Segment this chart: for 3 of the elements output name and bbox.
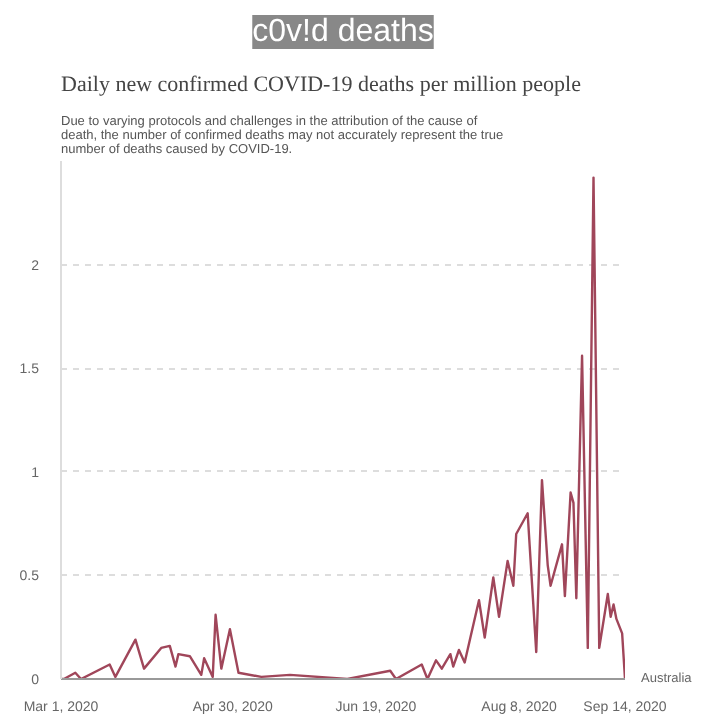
text: c0v!d deaths — [252, 15, 434, 49]
chart-title: Daily new confirmed COVID-19 deaths per million people — [61, 73, 582, 97]
line-series — [61, 176, 625, 679]
